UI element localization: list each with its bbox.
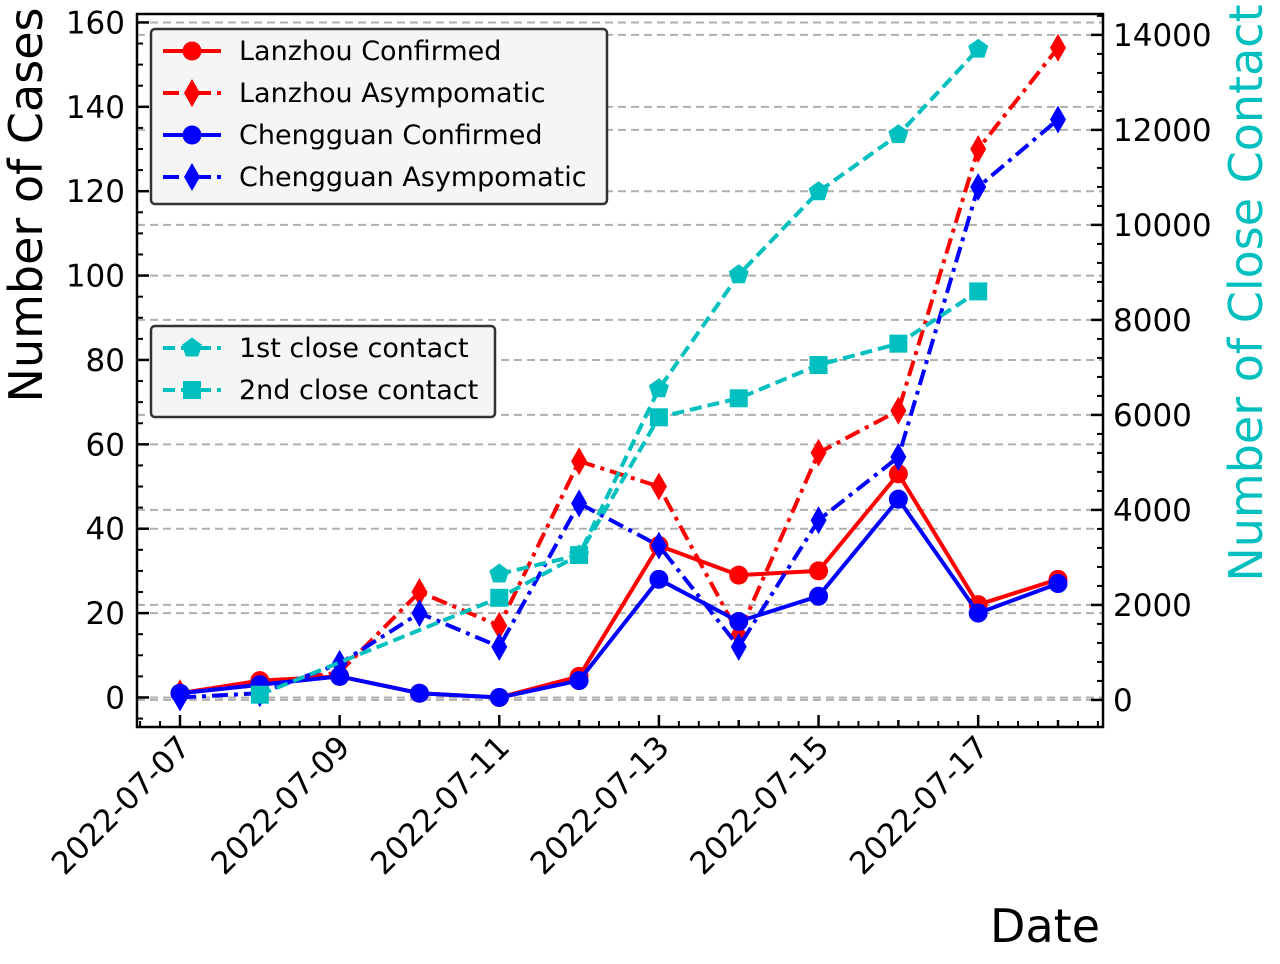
legend-label: Lanzhou Asympomatic <box>239 78 545 109</box>
data-point <box>889 334 908 353</box>
x-axis-label: Date <box>990 899 1100 953</box>
data-point <box>571 489 588 518</box>
data-point <box>1050 33 1066 62</box>
y-tick-label: 80 <box>86 343 125 379</box>
data-point <box>409 683 429 703</box>
data-point <box>569 671 589 691</box>
legend-marker <box>182 41 202 61</box>
legend-marker <box>182 125 202 145</box>
y-tick-label: 140 <box>66 90 125 126</box>
legend-box <box>149 324 497 419</box>
x-tick-label: 2022-07-07 <box>45 729 198 882</box>
legend-label: 2nd close contact <box>239 375 478 406</box>
data-point <box>808 181 829 201</box>
y-tick-label: 40 <box>86 512 125 548</box>
data-point <box>810 506 827 535</box>
data-point <box>729 612 749 632</box>
data-point <box>729 565 749 585</box>
data-point <box>571 447 588 476</box>
data-point <box>490 588 509 607</box>
series-chengguan-confirmed <box>170 489 1068 707</box>
data-point <box>491 611 508 640</box>
data-point <box>969 282 988 301</box>
legends: Lanzhou Confirmed Lanzhou Asympomatic Chen… <box>149 27 609 419</box>
data-point <box>1050 105 1066 134</box>
legend-marker <box>183 381 201 399</box>
data-point <box>172 683 188 712</box>
y-tick-label: 120 <box>66 174 125 210</box>
data-point <box>968 38 989 58</box>
y-axis-right-label: Number of Close Contact <box>1219 4 1273 581</box>
data-point <box>650 531 667 560</box>
legend-upper-left: Lanzhou Confirmed Lanzhou Asympomatic Chen… <box>149 27 609 206</box>
legend-box <box>149 27 609 206</box>
y-right-tick-label: 4000 <box>1113 493 1192 529</box>
data-point <box>250 685 269 704</box>
series-2nd-close-contact <box>250 282 988 704</box>
data-point <box>728 264 749 284</box>
x-tick-label: 2022-07-09 <box>204 729 357 882</box>
data-point <box>411 599 428 628</box>
data-point <box>809 586 829 606</box>
y-right-tick-label: 10000 <box>1113 208 1212 244</box>
data-point <box>809 561 829 581</box>
data-point <box>809 356 828 375</box>
data-point <box>730 632 747 661</box>
y-tick-label: 160 <box>66 5 125 41</box>
y-tick-label: 0 <box>105 680 125 716</box>
legend-marker <box>184 163 200 191</box>
y-right-tick-label: 14000 <box>1113 18 1212 54</box>
legend-label: Lanzhou Confirmed <box>239 36 501 67</box>
data-point <box>810 438 827 467</box>
data-point <box>489 563 510 583</box>
data-point <box>649 408 668 427</box>
series-lanzhou-confirmed <box>170 464 1068 707</box>
y-right-tick-label: 12000 <box>1113 113 1212 149</box>
legend-center-left: 1st close contact 2nd close contact <box>149 324 497 419</box>
data-point <box>970 172 987 201</box>
series-line <box>259 289 980 697</box>
legend-label: 1st close contact <box>239 333 469 364</box>
data-point <box>570 546 589 565</box>
series-line <box>179 117 1060 700</box>
legend-label: Chengguan Confirmed <box>239 120 543 151</box>
x-tick-label: 2022-07-13 <box>524 729 677 882</box>
y-right-tick-label: 0 <box>1113 683 1133 719</box>
legend-label: Chengguan Asympomatic <box>239 162 587 193</box>
legend-marker <box>184 79 200 107</box>
data-point <box>649 569 669 589</box>
data-point <box>890 396 907 425</box>
x-tick-label: 2022-07-11 <box>364 729 517 882</box>
x-tick-label: 2022-07-17 <box>843 729 996 882</box>
series-line <box>179 471 1059 700</box>
data-point <box>648 378 669 398</box>
x-tick-label: 2022-07-15 <box>683 729 836 882</box>
data-point <box>331 649 348 678</box>
y-axis-label: Number of Cases <box>0 8 53 403</box>
data-point <box>970 135 987 164</box>
data-point <box>968 603 988 623</box>
series-layer <box>170 33 1068 712</box>
data-point <box>1048 574 1068 594</box>
data-point <box>411 577 428 606</box>
data-point <box>729 389 748 408</box>
data-point <box>888 124 909 144</box>
y-tick-label: 100 <box>66 259 125 295</box>
series-line <box>179 497 1059 700</box>
y-tick-label: 20 <box>86 596 125 632</box>
y-right-tick-label: 6000 <box>1113 398 1192 434</box>
data-point <box>888 489 908 509</box>
data-point <box>650 472 667 501</box>
legend-marker <box>182 337 202 357</box>
y-right-tick-label: 8000 <box>1113 303 1192 339</box>
data-point <box>489 687 509 707</box>
data-point <box>888 464 908 484</box>
y-tick-label: 60 <box>86 427 125 463</box>
data-point <box>491 632 508 661</box>
data-point <box>890 442 907 471</box>
y-right-tick-label: 2000 <box>1113 588 1192 624</box>
